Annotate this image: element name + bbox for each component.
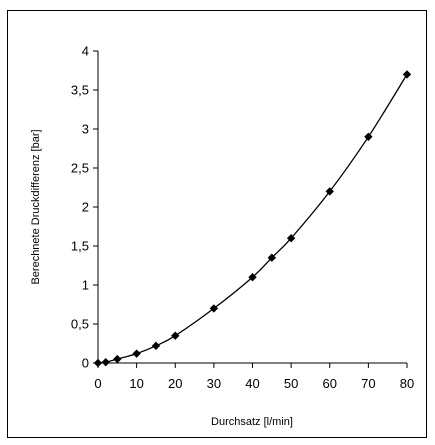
- data-point-marker: [171, 331, 180, 340]
- series-markers: [93, 70, 412, 368]
- data-point-marker: [151, 341, 161, 351]
- data-point-marker: [267, 253, 277, 262]
- chart-axes: [97, 51, 407, 364]
- chart-frame: [7, 10, 427, 438]
- data-point-marker: [364, 132, 373, 141]
- data-point-marker: [402, 70, 412, 79]
- x-tick-label: 30: [207, 376, 221, 391]
- y-tick-label: 1,5: [71, 239, 89, 254]
- x-tick-label: 60: [323, 376, 337, 391]
- x-tick-label: 50: [284, 376, 298, 391]
- data-point-marker: [209, 304, 219, 313]
- data-point-marker: [286, 234, 296, 243]
- y-tick-label: 0: [82, 356, 89, 371]
- data-point-marker: [101, 358, 110, 367]
- y-tick-label: 0,5: [71, 317, 89, 332]
- y-tick-label: 4: [82, 44, 89, 59]
- series-line: [97, 74, 408, 364]
- y-tick-label: 1: [82, 278, 89, 293]
- y-tick-label: 2,5: [71, 161, 89, 176]
- chart-ticks: [93, 50, 408, 368]
- chart-tick-labels: 00,511,522,533,540 10 20 30 40 50 60 70 80: [71, 44, 414, 392]
- y-tick-label: 2: [82, 200, 89, 215]
- x-tick-label: 0: [94, 376, 101, 391]
- data-point-marker: [248, 273, 257, 282]
- y-tick-label: 3,5: [71, 83, 89, 98]
- x-axis-title: Durchsatz [l/min]: [211, 416, 293, 428]
- y-tick-label: 3: [82, 122, 89, 137]
- x-tick-label: 40: [245, 376, 259, 391]
- data-point-marker: [113, 354, 122, 364]
- y-axis-title: Berechnete Druckdifferenz [bar]: [30, 129, 42, 284]
- x-tick-label: 20: [168, 376, 182, 391]
- x-tick-label: 10: [129, 376, 143, 391]
- data-point-marker: [93, 358, 103, 368]
- x-tick-label: 80: [400, 376, 414, 391]
- x-tick-label: 70: [361, 376, 375, 391]
- data-point-marker: [132, 349, 141, 358]
- data-point-marker: [325, 187, 334, 196]
